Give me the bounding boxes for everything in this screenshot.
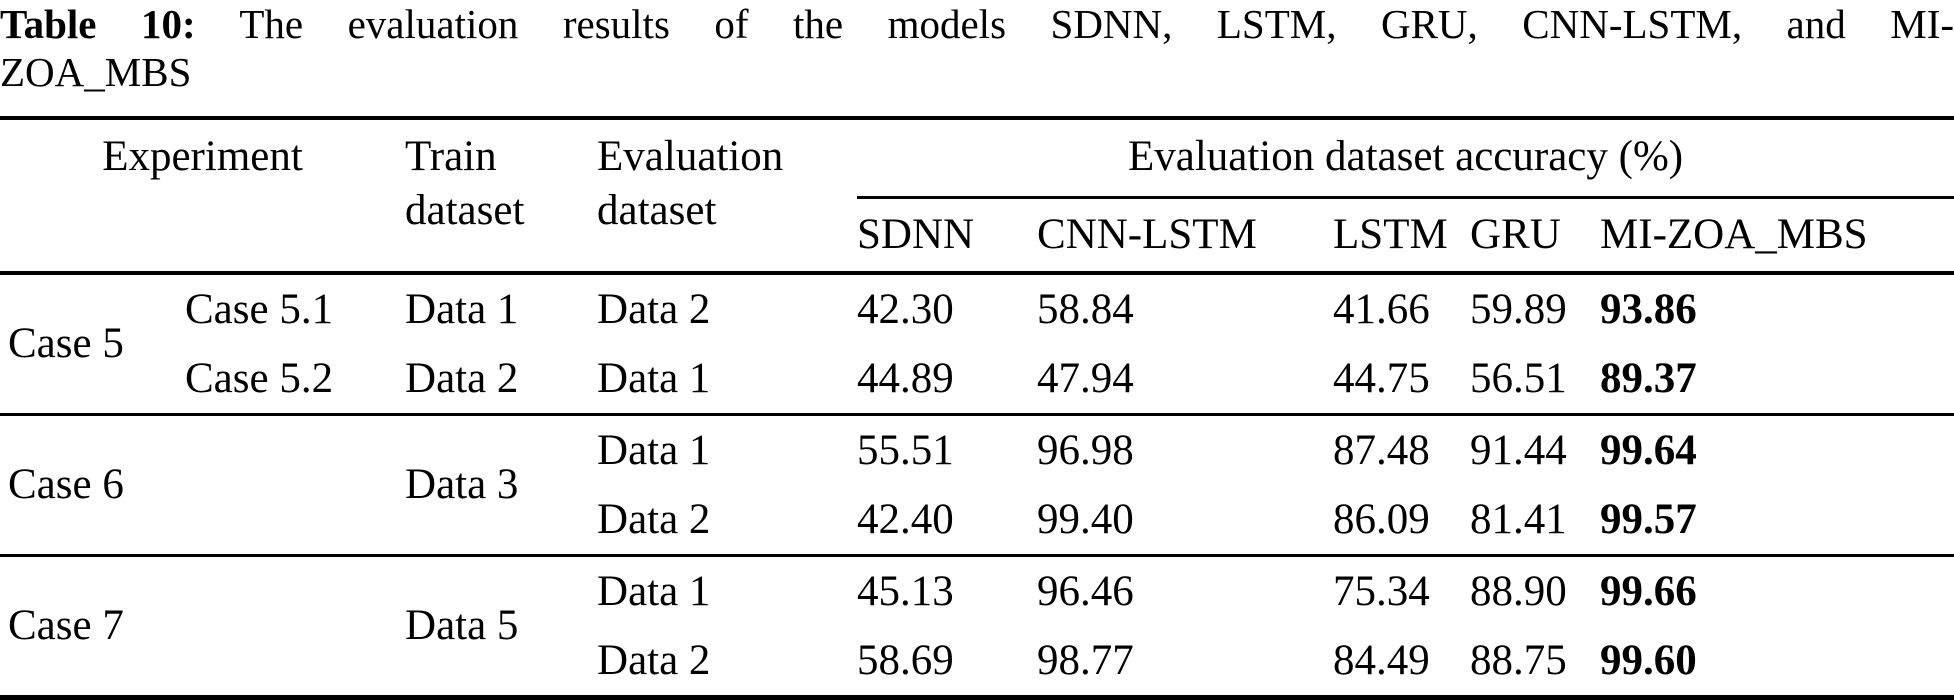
sdnn-value-cell: 45.13: [857, 567, 954, 615]
lstm-value-cell: 86.09: [1333, 495, 1430, 543]
table-row: Case 5.2 Data 2 Data 1 44.89 47.94 44.75…: [0, 344, 1954, 415]
cnn-lstm-value-cell: 96.98: [1037, 426, 1134, 474]
column-header-sdnn: SDNN: [857, 211, 975, 258]
sub-case-cell: Case 5.2: [185, 354, 334, 402]
train-dataset-cell: Data 5: [405, 602, 519, 649]
mi-zoa-mbs-value-cell: 99.57: [1600, 495, 1697, 543]
cnn-lstm-value-cell: 47.94: [1037, 354, 1134, 402]
case-7-group: Case 7 Data 5 Data 1 45.13 96.46 75.34 8…: [0, 556, 1954, 698]
cnn-lstm-value-cell: 96.46: [1037, 567, 1134, 615]
mi-zoa-mbs-value-cell: 89.37: [1600, 354, 1697, 402]
caption-text: The evaluation results of the models SDN…: [239, 1, 1954, 47]
mi-zoa-mbs-value-cell: 99.60: [1600, 636, 1697, 684]
eval-dataset-cell: Data 2: [597, 495, 711, 543]
table-row: Case 5 Case 5.1 Data 1 Data 2 42.30 58.8…: [0, 273, 1954, 368]
lstm-value-cell: 75.34: [1333, 567, 1430, 615]
eval-dataset-cell: Data 2: [597, 636, 711, 684]
train-dataset-cell: Data 1: [405, 285, 519, 333]
eval-dataset-cell: Data 2: [597, 285, 711, 333]
mi-zoa-mbs-value-cell: 99.66: [1600, 567, 1697, 615]
table-row: Case 7 Data 5 Data 1 45.13 96.46 75.34 8…: [0, 556, 1954, 650]
cnn-lstm-value-cell: 99.40: [1037, 495, 1134, 543]
train-dataset-cell: Data 2: [405, 354, 519, 402]
gru-value-cell: 91.44: [1470, 426, 1567, 474]
group-label-case-5: Case 5: [8, 320, 124, 367]
lstm-value-cell: 41.66: [1333, 285, 1430, 333]
caption-line-1: Table 10: The evaluation results of the …: [0, 0, 1954, 48]
lstm-value-cell: 84.49: [1333, 636, 1430, 684]
sdnn-value-cell: 44.89: [857, 354, 954, 402]
column-header-mi-zoa-mbs: MI-ZOA_MBS: [1600, 211, 1868, 258]
table-header: Experiment Train dataset Evaluation data…: [0, 118, 1954, 273]
case-6-group: Case 6 Data 3 Data 1 55.51 96.98 87.48 9…: [0, 415, 1954, 556]
cnn-lstm-value-cell: 58.84: [1037, 285, 1134, 333]
lstm-value-cell: 87.48: [1333, 426, 1430, 474]
table-row: Data 2 58.69 98.77 84.49 88.75 99.60: [0, 626, 1954, 698]
column-header-evaluation-dataset: Evaluation dataset: [597, 133, 784, 234]
gru-value-cell: 56.51: [1470, 354, 1567, 402]
group-label-case-7: Case 7: [8, 602, 124, 649]
evaluation-results-table: Experiment Train dataset Evaluation data…: [0, 116, 1954, 700]
sdnn-value-cell: 55.51: [857, 426, 954, 474]
lstm-value-cell: 44.75: [1333, 354, 1430, 402]
column-header-accuracy-group: Evaluation dataset accuracy (%): [857, 118, 1954, 199]
gru-value-cell: 81.41: [1470, 495, 1567, 543]
column-header-train-dataset: Train dataset: [405, 133, 525, 234]
sdnn-value-cell: 42.30: [857, 285, 954, 333]
table-row: Data 2 42.40 99.40 86.09 81.41 99.57: [0, 485, 1954, 556]
gru-value-cell: 88.75: [1470, 636, 1567, 684]
cnn-lstm-value-cell: 98.77: [1037, 636, 1134, 684]
column-header-cnn-lstm: CNN-LSTM: [1037, 211, 1257, 258]
sub-case-cell: Case 5.1: [185, 285, 334, 333]
mi-zoa-mbs-value-cell: 93.86: [1600, 285, 1697, 333]
eval-dataset-cell: Data 1: [597, 426, 711, 474]
eval-dataset-cell: Data 1: [597, 567, 711, 615]
gru-value-cell: 88.90: [1470, 567, 1567, 615]
group-label-case-6: Case 6: [8, 461, 124, 508]
table-row: Case 6 Data 3 Data 1 55.51 96.98 87.48 9…: [0, 415, 1954, 509]
column-header-gru: GRU: [1470, 211, 1561, 258]
gru-value-cell: 59.89: [1470, 285, 1567, 333]
mi-zoa-mbs-value-cell: 99.64: [1600, 426, 1697, 474]
train-dataset-cell: Data 3: [405, 461, 519, 508]
caption-line-2: ZOA_MBS: [0, 49, 192, 95]
caption-label: Table 10:: [0, 1, 196, 47]
sdnn-value-cell: 58.69: [857, 636, 954, 684]
column-header-experiment: Experiment: [102, 133, 303, 180]
column-header-lstm: LSTM: [1333, 211, 1448, 258]
case-5-group: Case 5 Case 5.1 Data 1 Data 2 42.30 58.8…: [0, 273, 1954, 415]
sdnn-value-cell: 42.40: [857, 495, 954, 543]
table-caption: Table 10: The evaluation results of the …: [0, 0, 1954, 96]
eval-dataset-cell: Data 1: [597, 354, 711, 402]
